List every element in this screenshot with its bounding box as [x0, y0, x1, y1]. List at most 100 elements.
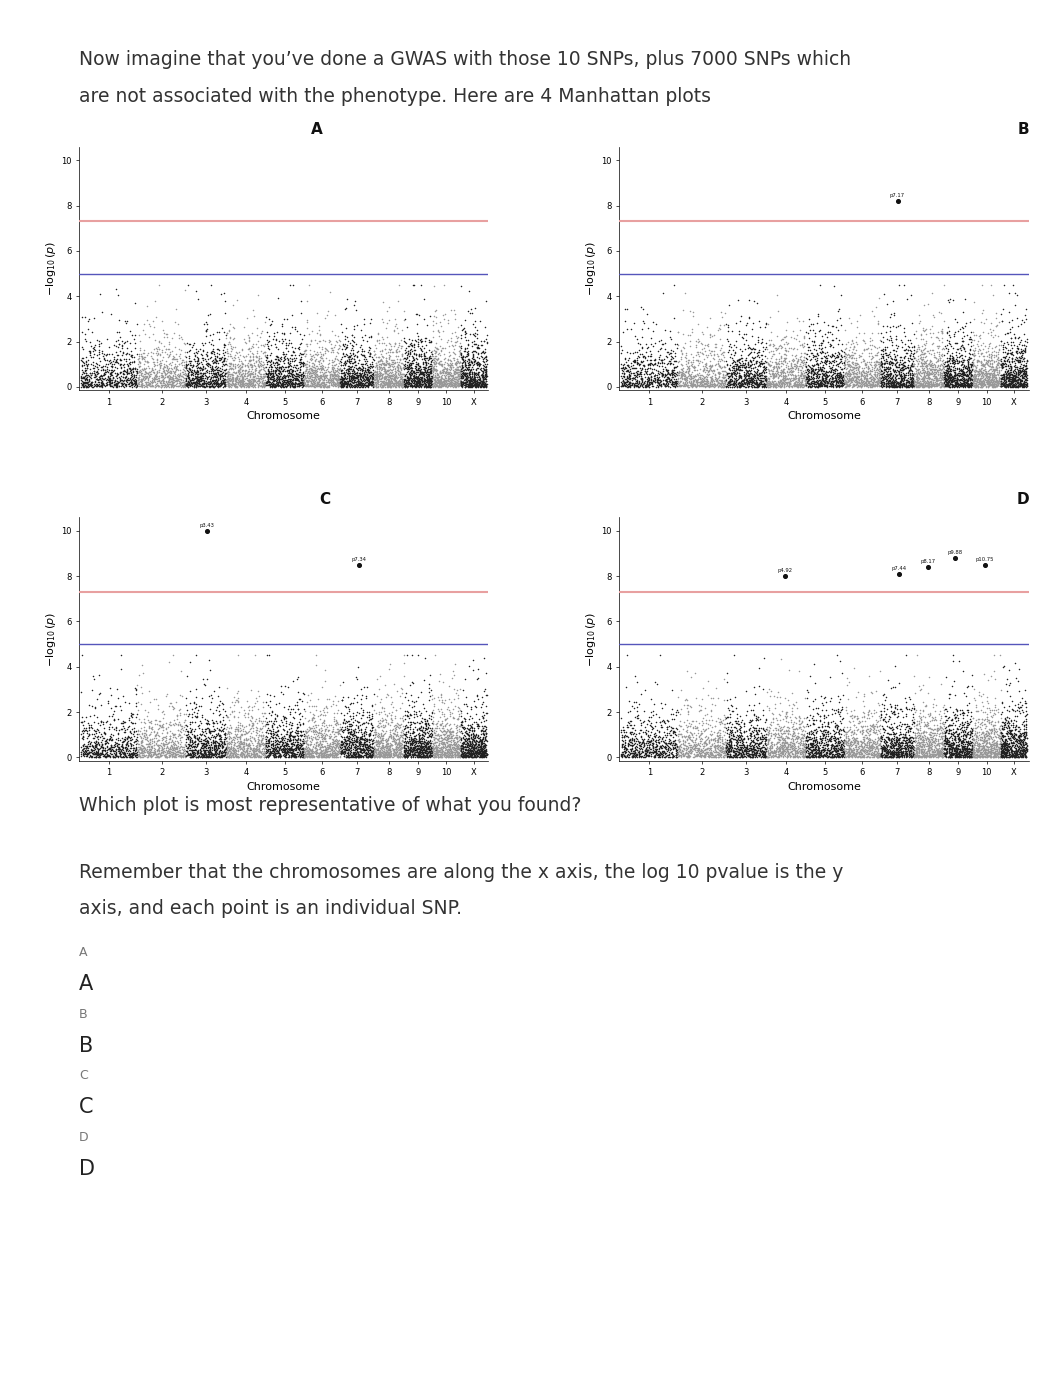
Point	[102, 684, 119, 706]
Point	[792, 374, 809, 396]
Point	[965, 741, 982, 764]
Point	[975, 353, 992, 376]
Point	[377, 360, 394, 383]
Point	[409, 736, 426, 758]
Point	[444, 367, 461, 389]
Point	[445, 736, 462, 758]
Point	[843, 329, 860, 352]
Point	[932, 348, 948, 370]
Point	[637, 743, 654, 765]
Point	[372, 374, 389, 396]
Point	[203, 367, 219, 389]
Point	[119, 738, 136, 761]
Point	[195, 371, 212, 394]
Point	[267, 723, 284, 745]
Point	[389, 356, 406, 378]
Point	[344, 363, 361, 385]
Point	[229, 364, 246, 387]
Point	[450, 373, 467, 395]
Point	[825, 349, 842, 371]
Point	[1017, 740, 1034, 762]
Point	[222, 740, 238, 762]
Point	[894, 744, 910, 766]
Point	[652, 716, 669, 738]
Point	[847, 369, 864, 391]
Point	[732, 734, 749, 757]
Point	[756, 359, 773, 381]
Point	[1011, 716, 1028, 738]
Point	[966, 690, 983, 712]
Point	[356, 313, 372, 335]
Point	[253, 718, 270, 740]
Point	[195, 738, 212, 761]
Point	[172, 726, 189, 748]
Point	[824, 371, 841, 394]
Point	[685, 738, 702, 761]
Point	[682, 740, 698, 762]
Point	[917, 738, 934, 761]
Point	[310, 366, 327, 388]
Point	[414, 730, 430, 752]
Point	[685, 352, 702, 374]
Point	[177, 350, 194, 373]
Point	[620, 363, 637, 385]
Point	[841, 737, 858, 759]
Point	[934, 376, 951, 398]
Point	[170, 744, 187, 766]
Point	[675, 374, 692, 396]
Point	[468, 726, 485, 748]
Point	[206, 362, 223, 384]
Point	[439, 745, 456, 768]
Point	[693, 738, 710, 761]
Point	[207, 350, 224, 373]
Point	[884, 315, 901, 338]
Point	[848, 732, 865, 754]
Point	[298, 743, 314, 765]
Point	[266, 369, 283, 391]
Point	[286, 376, 303, 398]
Point	[809, 741, 826, 764]
Point	[958, 374, 975, 396]
Point	[629, 706, 646, 729]
Point	[333, 740, 350, 762]
Point	[223, 736, 239, 758]
Point	[264, 701, 281, 723]
Point	[912, 360, 928, 383]
Point	[204, 360, 220, 383]
Point	[233, 366, 250, 388]
Point	[428, 737, 445, 759]
Point	[797, 744, 813, 766]
Point	[763, 711, 780, 733]
Point	[413, 367, 429, 389]
Point	[871, 744, 888, 766]
Point	[821, 370, 838, 392]
Point	[982, 699, 999, 722]
Point	[460, 374, 477, 396]
Point	[692, 364, 709, 387]
Point	[469, 715, 486, 737]
Point	[986, 738, 1003, 761]
Point	[789, 307, 806, 329]
Point	[1015, 366, 1032, 388]
Point	[249, 716, 266, 738]
Point	[255, 374, 272, 396]
Point	[386, 740, 403, 762]
Point	[687, 733, 704, 755]
Point	[682, 720, 698, 743]
Point	[362, 722, 379, 744]
Point	[364, 366, 381, 388]
Point	[768, 348, 785, 370]
Point	[396, 737, 413, 759]
Point	[149, 350, 166, 373]
Point	[323, 370, 340, 392]
Point	[932, 357, 948, 380]
Point	[421, 357, 438, 380]
Point	[660, 730, 677, 752]
Point	[674, 363, 691, 385]
Point	[319, 304, 335, 327]
Point	[846, 357, 863, 380]
Point	[936, 726, 953, 748]
Point	[823, 346, 840, 369]
Point	[381, 348, 398, 370]
Point	[993, 355, 1010, 377]
